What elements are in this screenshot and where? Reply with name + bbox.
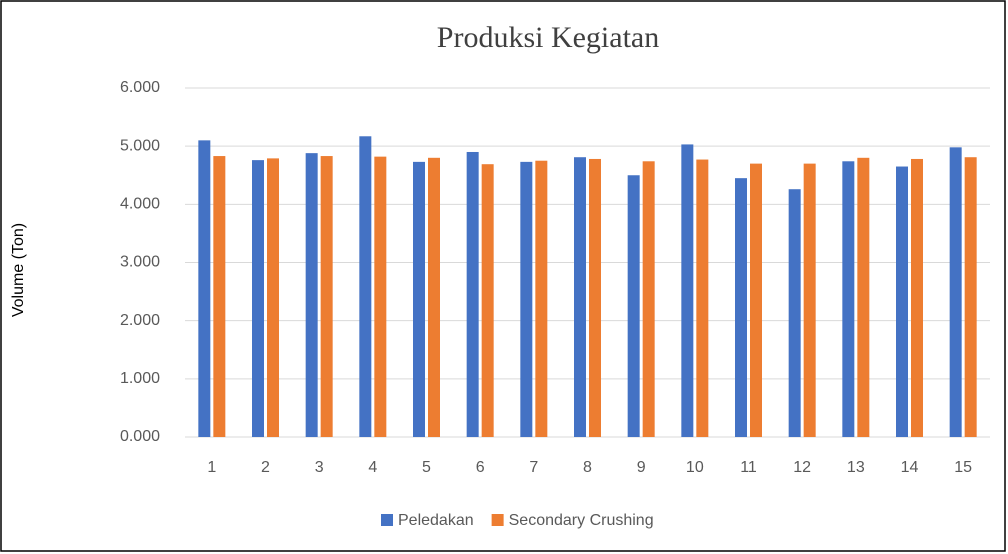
x-tick-label: 4 xyxy=(368,459,377,476)
x-tick-label: 12 xyxy=(793,459,811,476)
bar xyxy=(320,156,333,437)
legend-swatch xyxy=(381,514,393,526)
bar xyxy=(735,178,747,438)
bar xyxy=(213,156,226,437)
y-tick-label: 2.000 xyxy=(120,312,160,329)
x-tick-label: 1 xyxy=(207,459,216,476)
y-tick-label: 5.000 xyxy=(120,137,160,154)
x-tick-label: 10 xyxy=(686,459,704,476)
bar xyxy=(428,157,440,438)
x-tick-label: 2 xyxy=(261,459,270,476)
y-tick-label: 6.000 xyxy=(120,79,160,96)
bar xyxy=(252,160,264,438)
bar xyxy=(359,136,372,438)
bar xyxy=(481,164,494,437)
bar xyxy=(535,160,548,438)
bar xyxy=(589,158,601,438)
legend-label: Secondary Crushing xyxy=(509,512,654,529)
bar xyxy=(681,144,694,437)
x-tick-label: 15 xyxy=(954,459,972,476)
x-tick-label: 7 xyxy=(529,459,538,476)
bar xyxy=(857,157,870,438)
x-tick-label: 6 xyxy=(476,459,485,476)
chart-title: Produksi Kegiatan xyxy=(437,21,659,54)
bar xyxy=(964,157,977,438)
bar xyxy=(911,158,923,438)
bar xyxy=(267,158,279,438)
bar xyxy=(642,161,655,438)
x-tick-label: 11 xyxy=(740,459,757,476)
bar xyxy=(803,163,816,437)
x-tick-label: 9 xyxy=(637,459,646,476)
x-tick-label: 8 xyxy=(583,459,592,476)
bar xyxy=(198,140,211,437)
bar xyxy=(842,161,855,438)
legend-label: Peledakan xyxy=(398,512,474,529)
y-tick-label: 4.000 xyxy=(120,196,160,213)
y-tick-label: 0.000 xyxy=(120,428,160,445)
x-tick-label: 5 xyxy=(422,459,431,476)
bar xyxy=(374,156,387,438)
bar xyxy=(696,159,709,438)
y-tick-label: 3.000 xyxy=(120,254,160,271)
bar xyxy=(574,157,586,438)
bar xyxy=(949,147,962,437)
legend-swatch xyxy=(491,514,504,526)
bar xyxy=(305,153,318,437)
bar xyxy=(413,161,425,437)
x-tick-label: 13 xyxy=(847,459,865,476)
bar xyxy=(466,151,479,437)
bar xyxy=(627,175,640,437)
x-tick-label: 3 xyxy=(315,459,324,476)
y-axis-label: Volume (Ton) xyxy=(10,223,27,317)
x-tick-label: 14 xyxy=(901,459,919,476)
bar xyxy=(520,161,533,437)
bar xyxy=(896,166,908,437)
y-tick-label: 1.000 xyxy=(120,370,160,387)
bar xyxy=(788,189,801,437)
bar xyxy=(750,163,762,437)
